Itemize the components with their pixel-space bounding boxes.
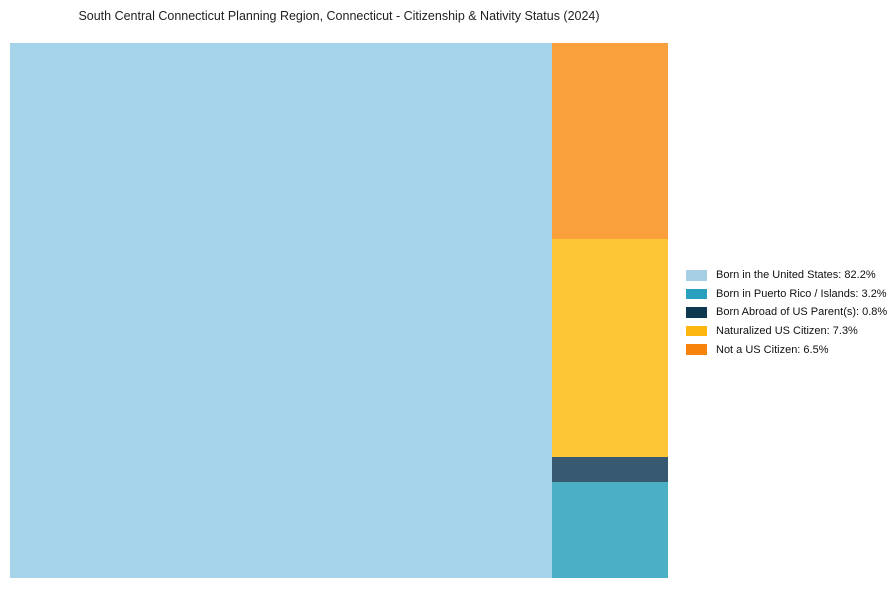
legend-item-naturalized-us-citizen: Naturalized US Citizen: 7.3% [686,322,887,341]
chart-title: South Central Connecticut Planning Regio… [78,9,600,23]
legend-swatch [686,325,707,337]
legend-label: Born in the United States: 82.2% [716,269,876,282]
treemap-segment-born-abroad-of-us-parent-s [552,457,668,482]
legend-label: Not a US Citizen: 6.5% [716,343,829,356]
legend-swatch [686,307,707,318]
treemap-segment-born-in-the-united-states [10,43,552,578]
treemap-plot [10,43,668,578]
legend-swatch [686,270,707,281]
legend-item-not-a-us-citizen: Not a US Citizen: 6.5% [686,340,887,359]
legend-item-born-in-puerto-rico-islands: Born in Puerto Rico / Islands: 3.2% [686,285,887,304]
legend-item-born-abroad-of-us-parent-s: Born Abroad of US Parent(s): 0.8% [686,303,887,322]
treemap-segment-naturalized-us-citizen [552,239,668,457]
legend-item-born-in-the-united-states: Born in the United States: 82.2% [686,266,887,285]
legend-label: Naturalized US Citizen: 7.3% [716,325,858,338]
legend-label: Born in Puerto Rico / Islands: 3.2% [716,287,887,300]
treemap-segment-not-a-us-citizen [552,43,668,239]
legend-swatch [686,288,707,300]
legend: Born in the United States: 82.2% Born in … [686,266,887,359]
treemap-segment-born-in-puerto-rico-islands [552,482,668,578]
legend-swatch [686,344,707,355]
legend-label: Born Abroad of US Parent(s): 0.8% [716,306,888,319]
